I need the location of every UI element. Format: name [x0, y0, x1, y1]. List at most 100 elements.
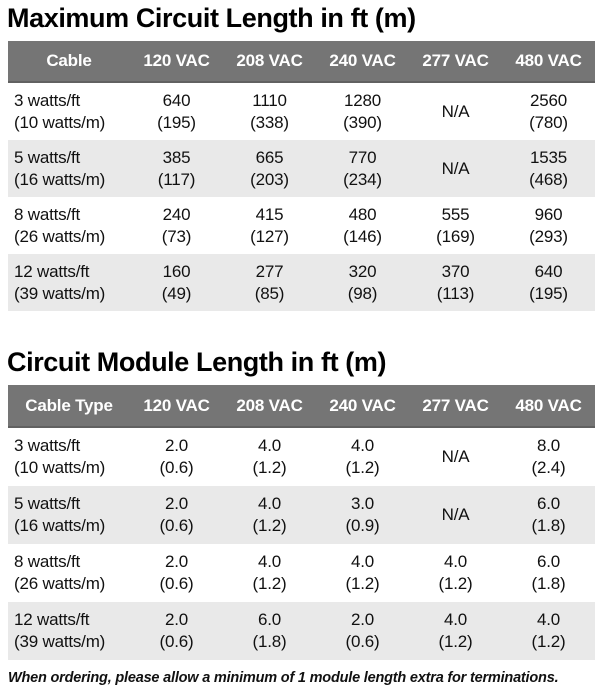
- cell-value-ft: 6.0: [257, 610, 282, 629]
- row-label-line1: 5 watts/ft: [14, 494, 81, 513]
- table-cell: 480 (146): [316, 197, 409, 254]
- row-label-line1: 8 watts/ft: [14, 204, 81, 224]
- row-label-line1: 12 watts/ft: [14, 261, 90, 281]
- table-cell: 4.0 (1.2): [316, 544, 409, 602]
- table-cell: N/A: [409, 83, 502, 140]
- cell-value-m: (1.2): [345, 458, 380, 477]
- row-label-line1: 12 watts/ft: [14, 610, 90, 629]
- cell-value-ft: 1110: [252, 90, 287, 110]
- cell-value-m: (1.8): [531, 574, 566, 593]
- cell-value-ft: 770: [348, 147, 377, 167]
- table-cell: 4.0 (1.2): [502, 602, 595, 660]
- table-cell: 1280 (390): [316, 83, 409, 140]
- table-cell: 1110 (338): [223, 83, 316, 140]
- header-cell-277vac: 277 VAC: [422, 395, 489, 415]
- table-header-row: Cable 120 VAC 208 VAC 240 VAC 277 VAC 48…: [8, 41, 595, 83]
- table-row: 5 watts/ft (16 watts/m) 385 (117) 665 (203…: [8, 140, 595, 197]
- row-label: 3 watts/ft (10 watts/m): [8, 428, 130, 486]
- table-cell: 240 (73): [130, 197, 223, 254]
- table-cell: 320 (98): [316, 254, 409, 311]
- row-label-line2: (39 watts/m): [14, 283, 106, 303]
- table-cell: 4.0 (1.2): [409, 602, 502, 660]
- cell-value-ft: 555: [441, 204, 470, 224]
- header-cell-240vac: 240 VAC: [329, 51, 396, 70]
- cell-value-m: (468): [529, 169, 568, 189]
- table-cell: 385 (117): [130, 140, 223, 197]
- cell-value-ft: 385: [162, 147, 191, 167]
- cell-value-ft: 640: [162, 90, 191, 110]
- cell-value-ft: 960: [534, 204, 563, 224]
- table-cell: 6.0 (1.8): [502, 544, 595, 602]
- table-cell: 2.0 (0.6): [316, 602, 409, 660]
- row-label-line2: (26 watts/m): [14, 574, 106, 593]
- table-cell: 3.0 (0.9): [316, 486, 409, 544]
- table-cell: 6.0 (1.8): [223, 602, 316, 660]
- cell-value-ft: 4.0: [350, 436, 375, 455]
- table-row: 8 watts/ft (26 watts/m) 240 (73) 415 (127)…: [8, 197, 595, 254]
- table-row: 3 watts/ft (10 watts/m) 640 (195) 1110 (33…: [8, 83, 595, 140]
- cell-value-m: (1.2): [345, 574, 380, 593]
- table-cell: 640 (195): [502, 254, 595, 311]
- table-row: 3 watts/ft (10 watts/m) 2.0 (0.6) 4.0 (1.2…: [8, 428, 595, 486]
- row-label: 8 watts/ft (26 watts/m): [8, 197, 130, 254]
- table-header-row: Cable Type 120 VAC 208 VAC 240 VAC 277 V…: [8, 385, 595, 428]
- table-cell: 2.0 (0.6): [130, 602, 223, 660]
- header-cell-120vac: 120 VAC: [143, 51, 210, 70]
- cell-value-ft: 240: [162, 204, 191, 224]
- cell-value-ft: 160: [162, 261, 191, 281]
- cell-value-ft: 4.0: [443, 552, 468, 571]
- ordering-note: When ordering, please allow a minimum of…: [8, 670, 559, 686]
- row-label: 8 watts/ft (26 watts/m): [8, 544, 130, 602]
- max-circuit-length-table: Cable 120 VAC 208 VAC 240 VAC 277 VAC 48…: [8, 41, 595, 311]
- cell-value-ft: 2.0: [164, 552, 189, 571]
- row-label-line2: (10 watts/m): [14, 458, 106, 477]
- cell-value-m: (1.2): [252, 574, 287, 593]
- table-cell: N/A: [409, 428, 502, 486]
- row-label-line2: (26 watts/m): [14, 226, 106, 246]
- header-cell-277vac: 277 VAC: [422, 51, 489, 70]
- cell-value-m: (113): [436, 283, 475, 303]
- cell-value-ft: 480: [348, 204, 377, 224]
- row-label-line1: 5 watts/ft: [14, 147, 81, 167]
- row-label-line2: (10 watts/m): [14, 112, 106, 132]
- cell-value-ft: 2.0: [164, 494, 189, 513]
- cell-value-m: (293): [529, 226, 568, 246]
- cell-value-m: (1.2): [438, 632, 473, 651]
- cell-value-m: (1.8): [252, 632, 287, 651]
- table-cell: 4.0 (1.2): [223, 486, 316, 544]
- row-label: 12 watts/ft (39 watts/m): [8, 254, 130, 311]
- header-cell-208vac: 208 VAC: [236, 51, 303, 70]
- cell-value-m: (390): [343, 112, 382, 132]
- table-row: 5 watts/ft (16 watts/m) 2.0 (0.6) 4.0 (1.2…: [8, 486, 595, 544]
- table-cell: 8.0 (2.4): [502, 428, 595, 486]
- row-label: 3 watts/ft (10 watts/m): [8, 83, 130, 140]
- max-circuit-length-title: Maximum Circuit Length in ft (m): [7, 3, 416, 33]
- cell-value-ft: 415: [255, 204, 284, 224]
- table-cell: N/A: [409, 486, 502, 544]
- row-label-line1: 8 watts/ft: [14, 552, 81, 571]
- header-cell-240vac: 240 VAC: [329, 395, 396, 415]
- cell-value-ft: 370: [441, 261, 470, 281]
- cell-value-ft: 640: [534, 261, 563, 281]
- table-cell: 415 (127): [223, 197, 316, 254]
- cell-value-m: (0.6): [159, 516, 194, 535]
- table-cell: 4.0 (1.2): [223, 428, 316, 486]
- cell-value-m: (0.6): [159, 632, 194, 651]
- cell-value-ft: 1535: [529, 147, 568, 167]
- cell-value-m: (338): [250, 112, 289, 132]
- cell-value-ft: 4.0: [257, 436, 282, 455]
- circuit-module-length-table: Cable Type 120 VAC 208 VAC 240 VAC 277 V…: [8, 385, 595, 660]
- cell-value-ft: 2.0: [164, 610, 189, 629]
- cell-value-ft: 1280: [343, 90, 382, 110]
- cell-value-ft: N/A: [441, 158, 470, 178]
- cell-value-m: (195): [157, 112, 196, 132]
- cell-value-m: (1.8): [531, 516, 566, 535]
- row-label-line2: (16 watts/m): [14, 169, 106, 189]
- row-label-line2: (16 watts/m): [14, 516, 106, 535]
- cell-value-m: (0.6): [159, 458, 194, 477]
- table-cell: 2.0 (0.6): [130, 428, 223, 486]
- row-label-line1: 3 watts/ft: [14, 436, 81, 455]
- cell-value-ft: 4.0: [443, 610, 468, 629]
- cell-value-ft: 2560: [529, 90, 568, 110]
